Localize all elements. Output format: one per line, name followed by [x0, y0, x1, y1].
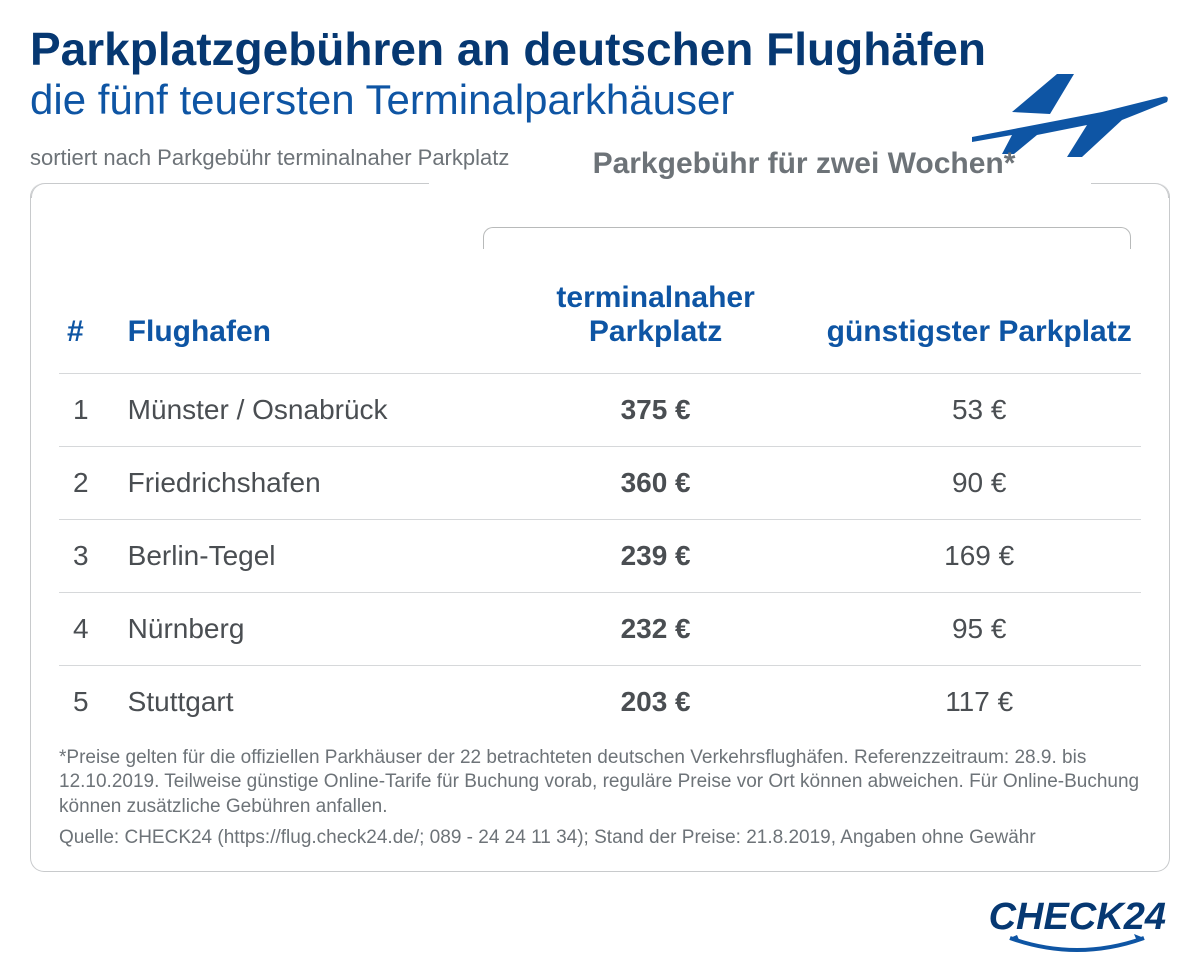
table-row: 3 Berlin-Tegel 239 € 169 € [59, 519, 1141, 592]
logo-text: CHECK24 [989, 898, 1166, 936]
footnotes: *Preise gelten für die offiziellen Parkh… [59, 746, 1141, 851]
cell-terminal: 203 € [494, 665, 818, 738]
fees-table: # Flughafen terminalnaher Parkplatz güns… [59, 271, 1141, 738]
table-row: 1 Münster / Osnabrück 375 € 53 € [59, 373, 1141, 446]
cell-rank: 1 [59, 373, 120, 446]
cell-rank: 4 [59, 592, 120, 665]
cell-airport: Münster / Osnabrück [120, 373, 494, 446]
cell-cheapest: 95 € [817, 592, 1141, 665]
col-airport: Flughafen [120, 271, 494, 374]
table-header-row: # Flughafen terminalnaher Parkplatz güns… [59, 271, 1141, 374]
logo-arc-icon [1002, 934, 1152, 956]
col-rank: # [59, 271, 120, 374]
cell-terminal: 232 € [494, 592, 818, 665]
cell-airport: Berlin-Tegel [120, 519, 494, 592]
cell-cheapest: 90 € [817, 446, 1141, 519]
column-group-header: Parkgebühr für zwei Wochen* [479, 147, 1129, 182]
table-row: 4 Nürnberg 232 € 95 € [59, 592, 1141, 665]
cell-terminal: 239 € [494, 519, 818, 592]
cell-cheapest: 117 € [817, 665, 1141, 738]
cell-cheapest: 53 € [817, 373, 1141, 446]
footnote-source: Quelle: CHECK24 (https://flug.check24.de… [59, 826, 1141, 851]
cell-rank: 3 [59, 519, 120, 592]
col-cheapest: günstigster Parkplatz [817, 271, 1141, 374]
cell-airport: Nürnberg [120, 592, 494, 665]
cell-airport: Friedrichshafen [120, 446, 494, 519]
footnote-prices: *Preise gelten für die offiziellen Parkh… [59, 746, 1141, 820]
cell-rank: 5 [59, 665, 120, 738]
table-row: 2 Friedrichshafen 360 € 90 € [59, 446, 1141, 519]
table-row: 5 Stuttgart 203 € 117 € [59, 665, 1141, 738]
col-terminal: terminalnaher Parkplatz [494, 271, 818, 374]
cell-airport: Stuttgart [120, 665, 494, 738]
cell-rank: 2 [59, 446, 120, 519]
column-group-bracket [483, 227, 1131, 249]
check24-logo: CHECK24 [989, 898, 1166, 956]
cell-terminal: 360 € [494, 446, 818, 519]
cell-cheapest: 169 € [817, 519, 1141, 592]
cell-terminal: 375 € [494, 373, 818, 446]
card-border-top [31, 183, 1169, 197]
table-card: Parkgebühr für zwei Wochen* # Flughafen … [30, 183, 1170, 872]
